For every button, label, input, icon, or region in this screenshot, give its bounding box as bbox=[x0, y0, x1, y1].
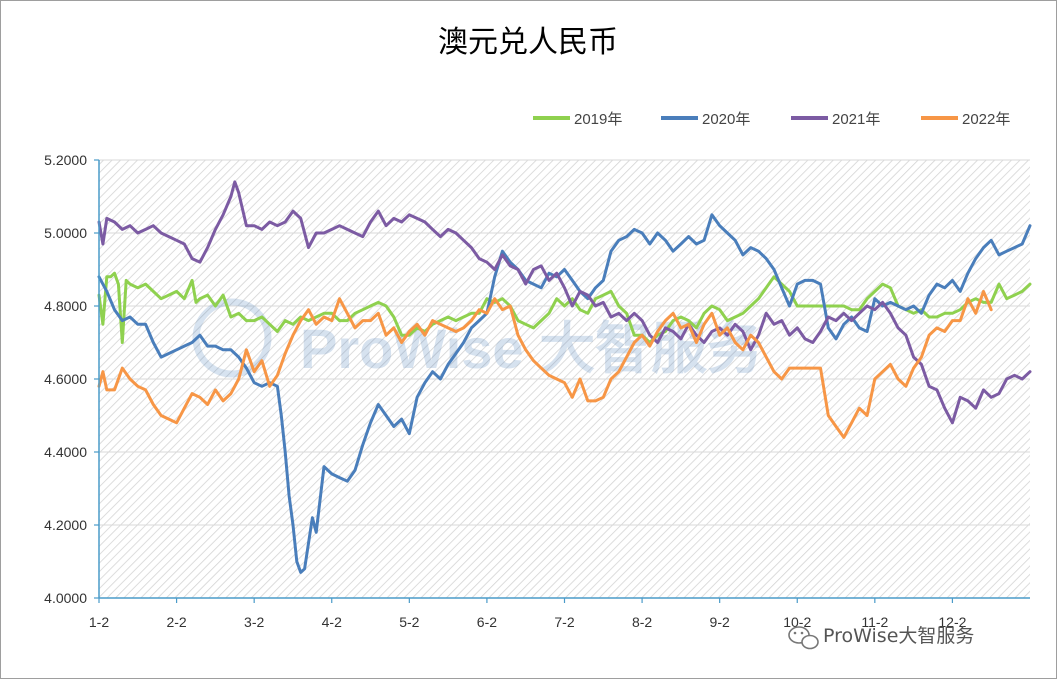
series-line-3 bbox=[97, 180, 1032, 425]
x-tick-label: 10-2 bbox=[783, 614, 811, 630]
y-tick-labels: 4.0000 4.2000 4.4000 4.6000 4.8000 5.0000 5.20… bbox=[44, 152, 99, 606]
y-tick-label: 4.0000 bbox=[44, 590, 87, 606]
y-tick-label: 4.8000 bbox=[44, 298, 87, 314]
legend: 2019年 2020年 2021年 2022年 bbox=[533, 111, 1010, 128]
series-line-4 bbox=[97, 289, 993, 439]
footer-watermark-text: ProWise大智服务 bbox=[823, 625, 974, 647]
y-tick-label: 4.4000 bbox=[44, 444, 87, 460]
x-tick-label: 7-2 bbox=[554, 614, 574, 630]
chart-title: 澳元兑人民币 bbox=[438, 25, 618, 60]
x-tick-label: 2-2 bbox=[166, 614, 186, 630]
legend-label-1: 2019年 bbox=[574, 111, 622, 128]
series-lines bbox=[97, 180, 1032, 574]
footer-watermark: ProWise大智服务 bbox=[788, 625, 974, 650]
x-tick-label: 1-2 bbox=[89, 614, 109, 630]
x-tick-label: 6-2 bbox=[477, 614, 497, 630]
y-tick-label: 5.0000 bbox=[44, 225, 87, 241]
x-tick-label: 12-2 bbox=[938, 614, 966, 630]
x-tick-label: 11-2 bbox=[861, 614, 888, 630]
y-tick-label: 4.6000 bbox=[44, 371, 87, 387]
x-tick-label: 8-2 bbox=[632, 614, 652, 630]
series-line-2 bbox=[97, 213, 1032, 574]
legend-label-3: 2021年 bbox=[832, 111, 880, 128]
x-tick-labels: 1-2 2-2 3-2 4-2 5-2 6-2 7-2 8-2 9-2 10-2 11-2 12-2 bbox=[89, 598, 967, 630]
x-tick-label: 9-2 bbox=[710, 614, 730, 630]
x-tick-label: 3-2 bbox=[244, 614, 264, 630]
y-tick-label: 5.2000 bbox=[44, 152, 87, 168]
legend-label-4: 2022年 bbox=[962, 111, 1010, 128]
series-line-1 bbox=[97, 271, 1032, 344]
x-tick-label: 5-2 bbox=[399, 614, 419, 630]
x-tick-label: 4-2 bbox=[322, 614, 342, 630]
y-tick-label: 4.2000 bbox=[44, 517, 87, 533]
wechat-icon bbox=[788, 626, 819, 650]
legend-label-2: 2020年 bbox=[702, 111, 750, 128]
